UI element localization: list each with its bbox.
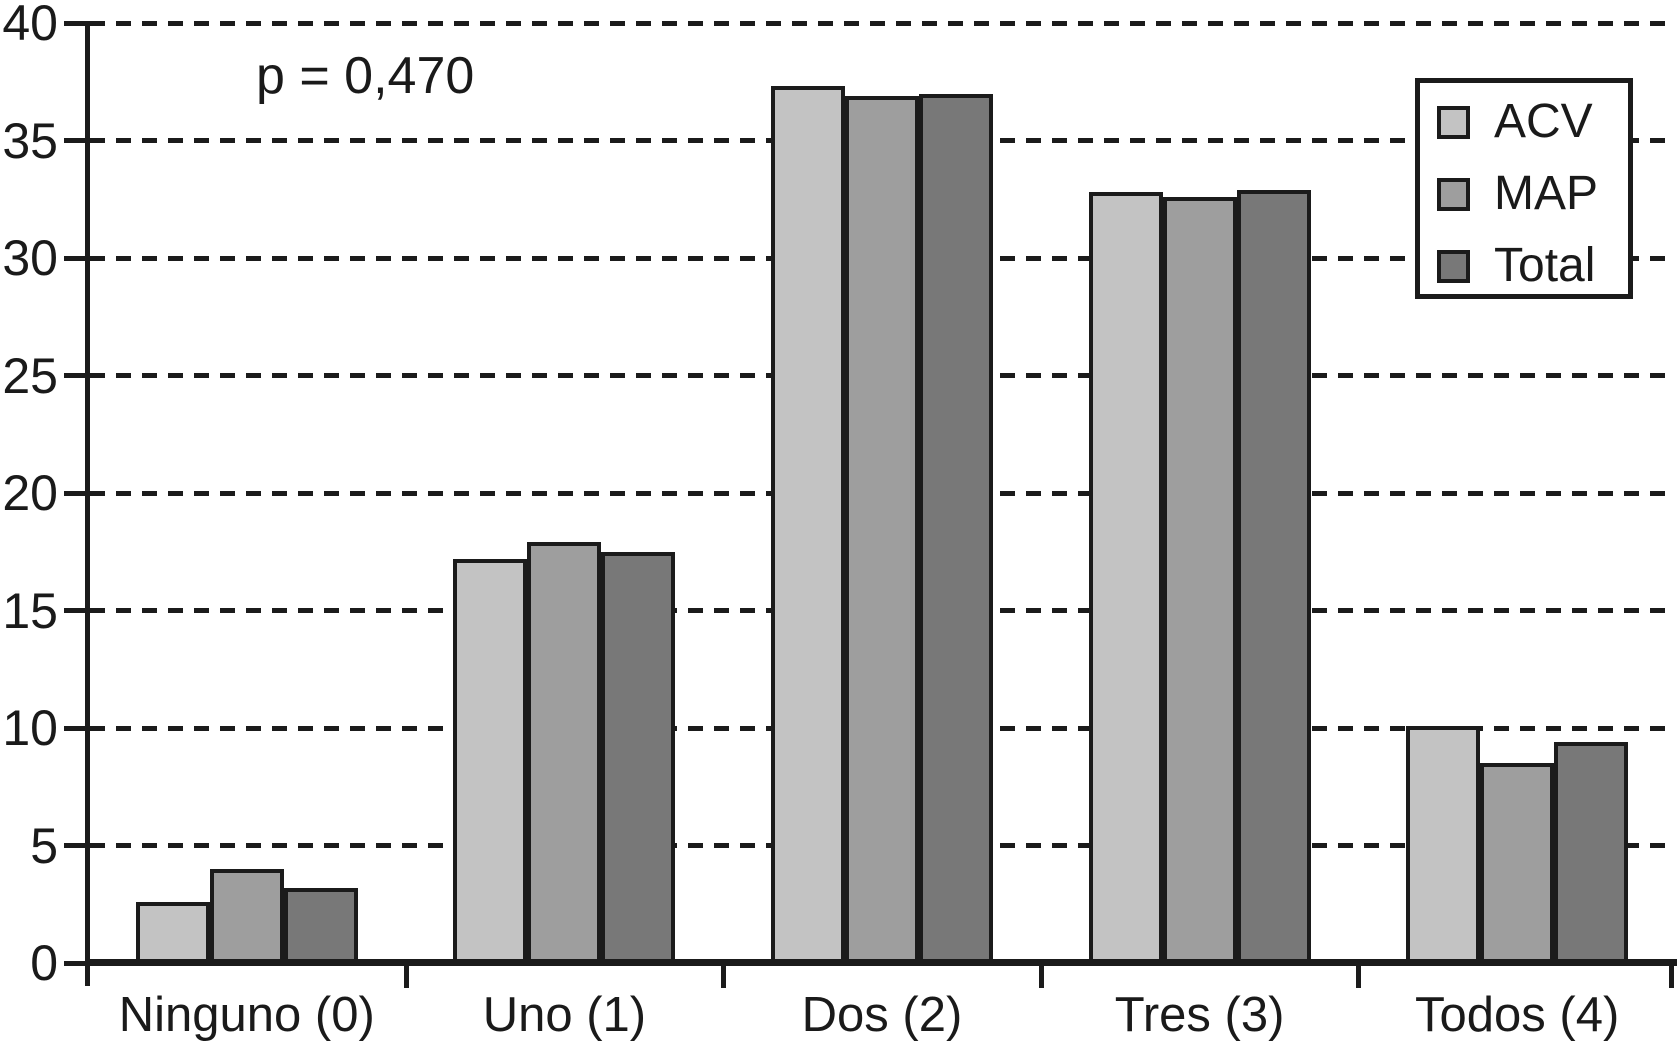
y-tick-label-15: 15 <box>2 582 58 639</box>
y-tick-30 <box>64 255 92 261</box>
legend-label-total: Total <box>1494 239 1596 292</box>
map-swatch-icon <box>1437 177 1470 211</box>
bar-acv-2 <box>771 86 845 963</box>
bar-map-2 <box>845 95 919 963</box>
y-tick-15 <box>64 608 92 613</box>
acv-swatch-icon <box>1437 105 1470 139</box>
legend-label-map: MAP <box>1494 167 1599 220</box>
bar-map-3 <box>1162 196 1237 963</box>
y-tick-0 <box>64 960 92 966</box>
legend-label-acv: ACV <box>1494 95 1593 148</box>
legend-item-map: MAP <box>1420 158 1628 230</box>
bar-acv-4 <box>1406 725 1481 963</box>
gridline-40 <box>90 20 1676 26</box>
y-tick-label-40: 40 <box>2 0 58 51</box>
y-tick-label-35: 35 <box>2 112 58 169</box>
y-tick-label-30: 30 <box>2 230 58 286</box>
x-tick-4 <box>1356 961 1362 988</box>
y-tick-label-20: 20 <box>2 465 58 521</box>
bar-total-4 <box>1554 742 1629 963</box>
y-tick-25 <box>64 373 92 378</box>
bar-total-0 <box>283 887 358 963</box>
x-category-label-3: Tres (3) <box>1114 988 1285 1042</box>
bar-acv-3 <box>1088 192 1163 963</box>
x-tick-3 <box>1038 961 1044 988</box>
bar-total-1 <box>601 551 676 963</box>
legend-item-acv: ACV <box>1420 86 1628 158</box>
y-tick-label-25: 25 <box>2 347 58 404</box>
x-tick-5 <box>1669 961 1674 988</box>
y-tick-label-10: 10 <box>2 700 58 756</box>
y-axis-line <box>85 23 90 986</box>
bar-total-2 <box>919 93 993 963</box>
x-tick-1 <box>403 961 409 988</box>
y-tick-10 <box>64 725 92 731</box>
x-category-label-2: Dos (2) <box>801 988 963 1042</box>
y-tick-5 <box>64 843 92 848</box>
bar-acv-0 <box>135 901 210 963</box>
x-category-label-4: Todos (4) <box>1415 988 1620 1042</box>
y-tick-label-0: 0 <box>30 935 58 991</box>
total-swatch-icon <box>1437 249 1470 283</box>
y-tick-40 <box>64 20 92 26</box>
y-tick-35 <box>64 138 92 143</box>
y-tick-label-5: 5 <box>30 817 58 874</box>
x-tick-2 <box>721 961 727 988</box>
x-category-label-1: Uno (1) <box>482 988 647 1042</box>
x-category-label-0: Ninguno (0) <box>118 988 375 1042</box>
legend-item-total: Total <box>1420 230 1628 302</box>
x-axis-line <box>85 959 1677 966</box>
bar-map-4 <box>1480 763 1555 963</box>
p-value-annotation: p = 0,470 <box>256 47 475 105</box>
bar-acv-1 <box>453 558 528 963</box>
y-tick-20 <box>64 490 92 496</box>
legend: ACV MAP Total <box>1415 78 1633 299</box>
bar-total-3 <box>1236 189 1311 963</box>
bar-map-1 <box>527 542 602 963</box>
bar-map-0 <box>209 869 284 963</box>
